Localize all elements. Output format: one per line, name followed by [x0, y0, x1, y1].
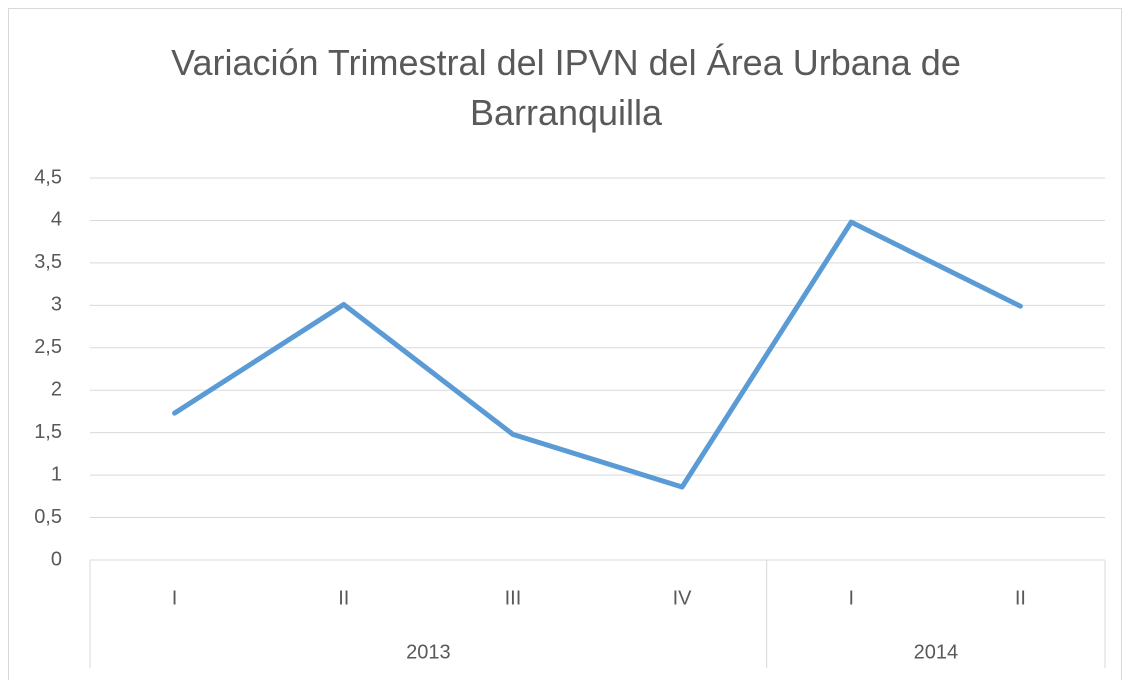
y-tick-label: 2 — [51, 379, 62, 401]
chart-border — [8, 8, 1122, 680]
y-tick-label: 1 — [51, 463, 62, 485]
y-tick-label: 4,5 — [34, 166, 62, 188]
y-tick-label: 3 — [51, 294, 62, 316]
data-line — [172, 219, 1023, 490]
x-tick-label: I — [848, 587, 854, 609]
y-tick-label: 0 — [51, 548, 62, 570]
x-tick-label: II — [1015, 587, 1026, 609]
chart-title: Variación Trimestral del IPVN del Área U… — [171, 42, 961, 133]
x-group-label: 2013 — [406, 641, 451, 663]
y-tick-label: 3,5 — [34, 251, 62, 273]
x-tick-label: I — [172, 587, 178, 609]
y-tick-label: 0,5 — [34, 506, 62, 528]
x-tick-label: II — [338, 587, 349, 609]
y-tick-label: 2,5 — [34, 336, 62, 358]
x-tick-label: III — [505, 587, 522, 609]
y-tick-label: 1,5 — [34, 421, 62, 443]
x-group-label: 2014 — [914, 641, 959, 663]
x-tick-label: IV — [673, 587, 693, 609]
y-tick-label: 4 — [51, 209, 62, 231]
